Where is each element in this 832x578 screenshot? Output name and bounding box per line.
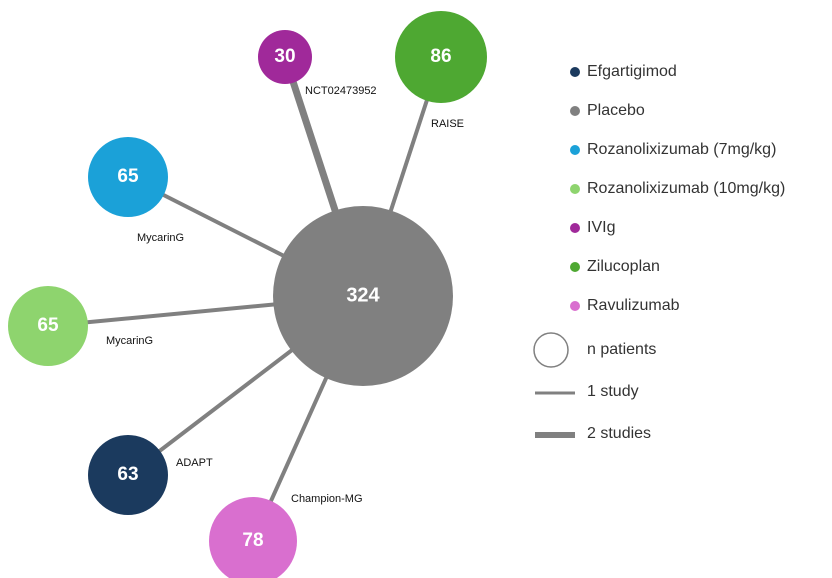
legend-label: 2 studies [587,425,651,442]
node [88,137,168,217]
node-label: 86 [430,46,451,67]
node-label: 78 [242,530,263,551]
node-label: 65 [37,315,59,336]
edge-label: RAISE [431,118,464,130]
node [395,11,487,103]
legend-label: Ravulizumab [587,297,680,314]
edge-label: ADAPT [176,457,213,469]
legend-label: Rozanolixizumab (7mg/kg) [587,141,776,158]
legend-label: Zilucoplan [587,258,660,275]
edge-label: MycarinG [106,335,153,347]
legend-marker [570,223,580,233]
legend-label: IVIg [587,219,615,236]
legend-marker [570,145,580,155]
node [273,206,453,386]
legend-label: Placebo [587,102,645,119]
edge-label: MycarinG [137,232,184,244]
node [88,435,168,515]
node-label: 63 [117,464,138,485]
legend-size-marker [533,332,569,368]
node [209,497,297,578]
legend-marker [570,301,580,311]
edge-label: Champion-MG [291,493,363,505]
node-label: 65 [117,166,139,187]
legend-marker [570,67,580,77]
legend-label: Efgartigimod [587,63,677,80]
node [258,30,312,84]
legend-marker [570,184,580,194]
legend-label: n patients [587,341,656,358]
node-label: 324 [346,284,380,306]
node [8,286,88,366]
legend-label: 1 study [587,383,639,400]
node-label: 30 [274,46,295,67]
edge-label: NCT02473952 [305,85,377,97]
legend-marker [570,106,580,116]
legend-label: Rozanolixizumab (10mg/kg) [587,180,785,197]
legend-marker [570,262,580,272]
